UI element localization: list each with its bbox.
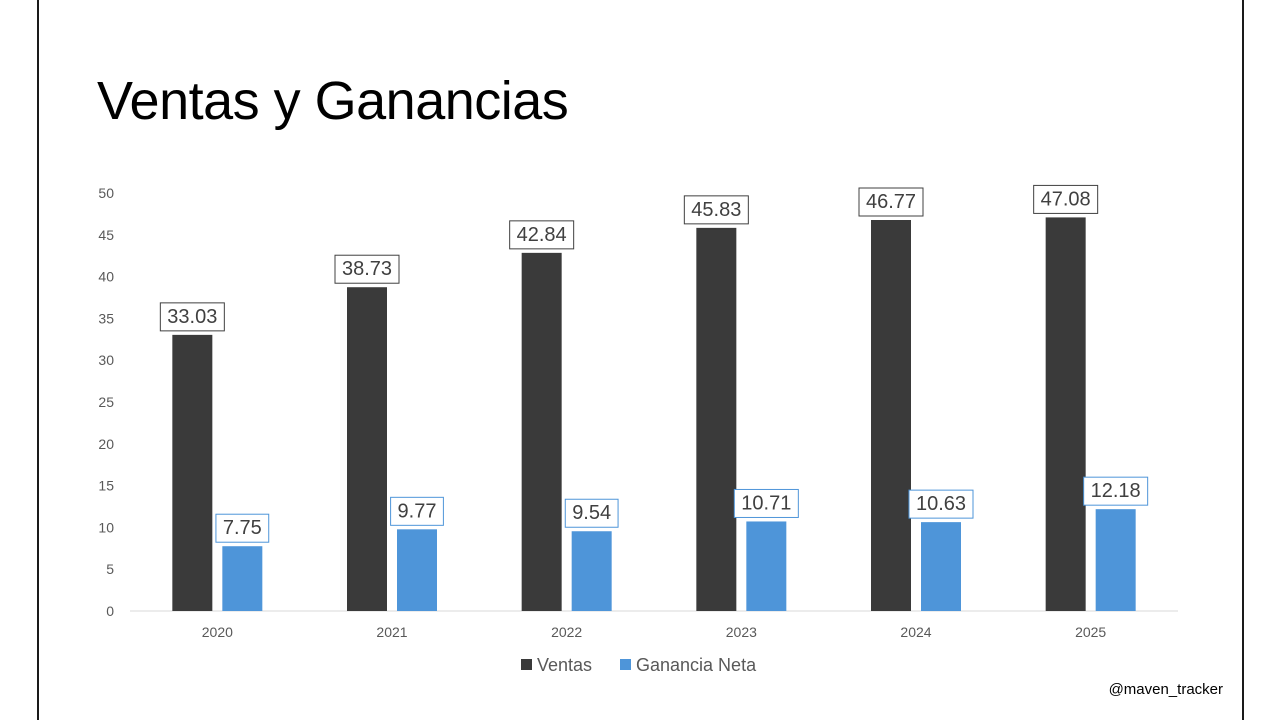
data-label-box xyxy=(1083,476,1149,506)
data-label-box xyxy=(159,302,225,332)
bar-ventas[interactable] xyxy=(172,334,213,611)
y-axis: 0 5 10 15 20 25 30 35 40 45 50 xyxy=(98,185,114,619)
data-label-box xyxy=(733,488,799,518)
data-labels: 33.03 38.73 42.84 45.83 46.77 47.08 7.75 9.77 9.… xyxy=(159,184,1149,543)
bar-ventas[interactable] xyxy=(521,252,562,611)
data-label-ganancia-neta: 10.63 xyxy=(916,493,966,515)
x-tick-label: 2020 xyxy=(202,624,233,640)
bar-ventas[interactable] xyxy=(871,220,911,611)
data-label-box xyxy=(908,489,974,519)
chart-title: Ventas y Ganancias xyxy=(97,71,569,131)
legend-item-ventas[interactable]: Ventas xyxy=(537,655,592,675)
bar-ganancia-neta[interactable] xyxy=(222,546,263,611)
bars xyxy=(172,217,1136,611)
x-tick-label: 2021 xyxy=(376,624,407,640)
data-label-box xyxy=(858,187,924,217)
data-label-ventas: 38.73 xyxy=(342,258,392,280)
bar-ganancia-neta[interactable] xyxy=(571,531,612,611)
data-label-box xyxy=(683,195,749,225)
y-tick-label: 0 xyxy=(106,603,114,619)
bar-ventas[interactable] xyxy=(1045,217,1086,611)
y-tick-label: 40 xyxy=(98,269,114,285)
legend-item-ganancia-neta-swatch xyxy=(620,659,631,670)
data-label-ganancia-neta: 9.77 xyxy=(398,500,437,522)
y-tick-label: 45 xyxy=(98,227,114,243)
data-label-ganancia-neta: 9.54 xyxy=(572,502,611,524)
y-tick-label: 10 xyxy=(98,519,114,535)
y-tick-label: 35 xyxy=(98,310,114,326)
x-tick-label: 2022 xyxy=(551,624,582,640)
x-axis: 2020 2021 2022 2023 2024 2025 xyxy=(130,610,1178,640)
data-label-ganancia-neta: 12.18 xyxy=(1091,480,1141,502)
data-label-box xyxy=(1033,184,1099,214)
author-credit: @maven_tracker xyxy=(1108,681,1223,698)
slide-frame xyxy=(37,0,1244,720)
data-label-box xyxy=(334,254,400,284)
y-tick-label: 20 xyxy=(98,436,114,452)
x-tick-label: 2024 xyxy=(900,624,931,640)
legend-item-ventas-swatch xyxy=(521,659,532,670)
data-label-ganancia-neta: 7.75 xyxy=(223,517,262,539)
data-label-box xyxy=(390,496,444,526)
data-label-box xyxy=(509,220,575,250)
bar-ventas[interactable] xyxy=(347,287,387,611)
y-tick-label: 25 xyxy=(98,394,114,410)
y-tick-label: 15 xyxy=(98,478,114,494)
y-tick-label: 30 xyxy=(98,352,114,368)
data-label-ventas: 45.83 xyxy=(691,199,741,221)
data-label-ventas: 33.03 xyxy=(167,306,217,328)
data-label-ganancia-neta: 10.71 xyxy=(741,492,791,514)
legend-item-ganancia-neta[interactable]: Ganancia Neta xyxy=(636,655,757,675)
bar-ganancia-neta[interactable] xyxy=(746,521,787,611)
data-label-box xyxy=(215,513,270,543)
data-label-ventas: 47.08 xyxy=(1041,188,1091,210)
bar-ganancia-neta[interactable] xyxy=(921,522,961,611)
bar-ventas[interactable] xyxy=(696,227,737,611)
bar-ganancia-neta[interactable] xyxy=(397,529,437,611)
y-tick-label: 50 xyxy=(98,185,114,201)
data-label-ventas: 46.77 xyxy=(866,191,916,213)
x-tick-label: 2023 xyxy=(726,624,757,640)
x-tick-label: 2025 xyxy=(1075,624,1106,640)
y-tick-label: 5 xyxy=(106,561,114,577)
bar-ganancia-neta[interactable] xyxy=(1095,509,1136,611)
data-label-box xyxy=(564,498,619,528)
legend[interactable]: Ventas Ganancia Neta xyxy=(521,655,757,675)
data-label-ventas: 42.84 xyxy=(517,224,567,246)
